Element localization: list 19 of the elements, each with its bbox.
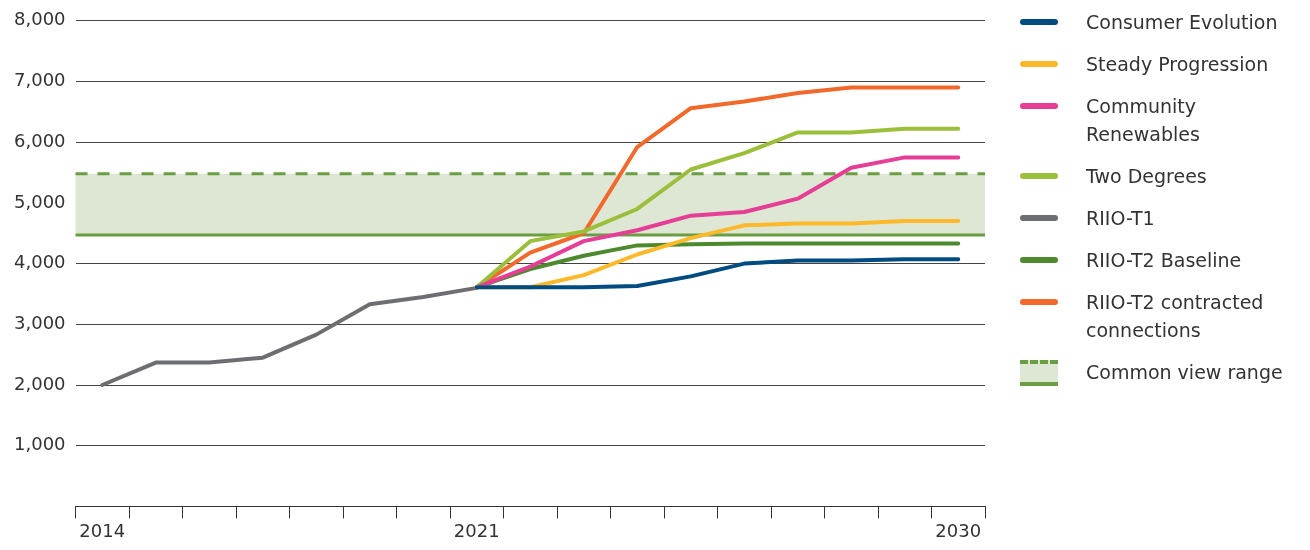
- y-tick-label: 5,000: [14, 190, 66, 212]
- x-tick-label: 2021: [453, 519, 500, 541]
- legend-label: RIIO-T2 Baseline: [1086, 248, 1243, 273]
- y-tick-label: 4,000: [14, 251, 66, 273]
- x-tick-label: 2014: [79, 519, 126, 541]
- legend-label: Steady Progression: [1086, 52, 1270, 77]
- legend-label: RIIO-T2 contracted connections: [1086, 290, 1265, 343]
- y-tick-label: 1,000: [14, 433, 66, 455]
- legend-label: RIIO-T1: [1086, 206, 1156, 231]
- y-tick-label: 3,000: [14, 311, 66, 333]
- y-tick-label: 8,000: [14, 8, 66, 30]
- y-tick-label: 7,000: [14, 69, 66, 91]
- legend-label: Common view range: [1086, 360, 1284, 385]
- y-tick-label: 2,000: [14, 372, 66, 394]
- y-tick-label: 6,000: [14, 129, 66, 151]
- legend-label: Community Renewables: [1086, 94, 1201, 147]
- legend-label: Two Degrees: [1086, 164, 1208, 189]
- legend-label: Consumer Evolution: [1086, 10, 1279, 35]
- x-tick-label: 2030: [935, 519, 982, 541]
